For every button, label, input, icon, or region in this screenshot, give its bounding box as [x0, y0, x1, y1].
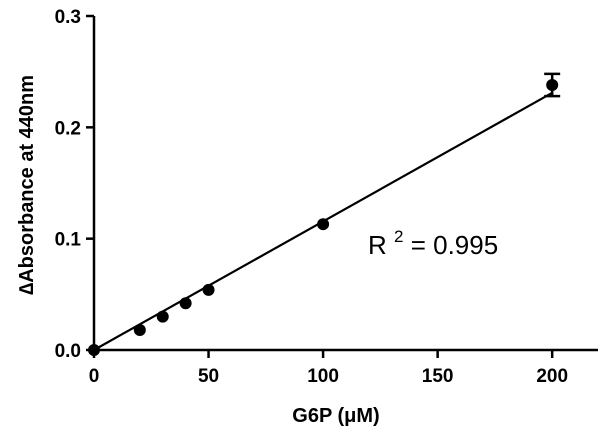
y-tick-label: 0.2 — [55, 118, 81, 139]
annotation-prefix: R — [368, 230, 387, 260]
x-axis-label: G6P (μM) — [292, 405, 379, 427]
data-point — [88, 344, 100, 356]
data-point — [317, 218, 330, 231]
data-point — [156, 310, 169, 323]
x-tick-label: 0 — [89, 366, 100, 387]
x-tick-label: 100 — [307, 366, 339, 387]
y-tick-label: 0.3 — [55, 7, 81, 28]
y-tick-label: 0.1 — [55, 230, 82, 251]
ticks: 0.0 0.1 0.2 0.3 0 50 100 150 200 — [55, 7, 568, 387]
data-points — [88, 72, 561, 356]
data-point — [133, 323, 146, 336]
data-point — [202, 283, 215, 296]
y-tick-label: 0.0 — [55, 341, 81, 362]
x-tick-label: 200 — [536, 366, 568, 387]
y-axis-label: ∆Absorbance at 440nm — [16, 75, 38, 295]
axes — [92, 16, 598, 352]
x-tick-label: 50 — [198, 366, 219, 387]
annotation-superscript: 2 — [394, 227, 403, 246]
data-point — [546, 79, 559, 92]
data-point — [179, 297, 192, 310]
x-tick-label: 150 — [422, 366, 454, 387]
r-squared-annotation: R 2 = 0.995 — [368, 218, 498, 260]
annotation-suffix: = 0.995 — [411, 230, 498, 260]
